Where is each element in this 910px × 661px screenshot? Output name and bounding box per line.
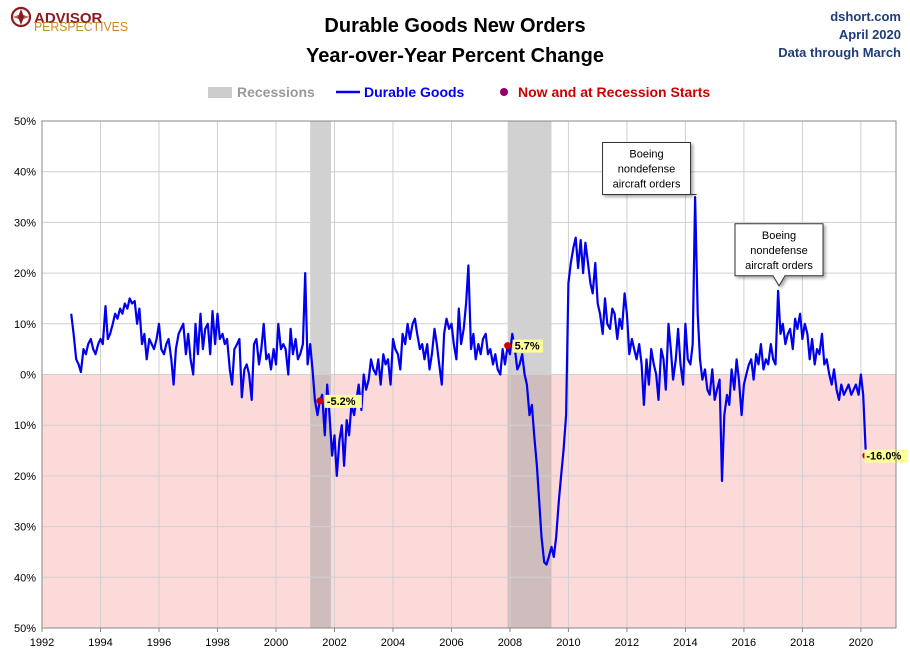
- logo-line2: PERSPECTIVES: [34, 19, 128, 34]
- source-date: April 2020: [839, 27, 901, 42]
- legend-recession-swatch: [208, 87, 232, 98]
- x-tick-label: 1994: [88, 637, 112, 649]
- marker-label-background: [324, 394, 362, 408]
- legend-recessions-label: Recessions: [237, 84, 315, 100]
- source-site: dshort.com: [830, 9, 901, 24]
- logo-icon: [10, 6, 32, 28]
- x-tick-label: 2004: [381, 637, 405, 649]
- x-tick-label: 2018: [790, 637, 814, 649]
- series-line-durable-goods: [70, 196, 867, 566]
- series-layer: [70, 196, 867, 566]
- annotation-text-line: aircraft orders: [613, 179, 681, 191]
- marker-label-background: [864, 449, 908, 463]
- marker-label-background: [512, 339, 544, 353]
- plot-border: [41, 120, 897, 629]
- legend: Recessions Durable Goods Now and at Rece…: [208, 84, 710, 100]
- y-tick-label: 10%: [14, 420, 36, 432]
- annotation-callout-1: Boeing nondefense aircraft orders: [602, 142, 697, 196]
- marker-label: -5.2%: [327, 396, 356, 408]
- y-tick-label: 50%: [14, 116, 36, 128]
- x-tick-label: 2020: [849, 637, 873, 649]
- x-tick-label: 1996: [147, 637, 171, 649]
- y-tick-label: 40%: [14, 572, 36, 584]
- y-tick-label: 30%: [14, 217, 36, 229]
- annotation-text-line: aircraft orders: [745, 260, 813, 272]
- x-tick-label: 2006: [439, 637, 463, 649]
- logo-line1: ADVISOR: [34, 10, 103, 27]
- plot-negative-area: [42, 374, 896, 628]
- legend-marker-swatch: [500, 88, 508, 96]
- y-tick-label: 0%: [20, 370, 36, 382]
- y-tick-label: 20%: [14, 471, 36, 483]
- source-coverage: Data through March: [778, 45, 901, 60]
- annotation-callout-2: Boeing nondefense aircraft orders: [734, 223, 824, 287]
- x-tick-label: 1992: [30, 637, 54, 649]
- x-tick-label: 2008: [498, 637, 522, 649]
- logo: ADVISOR PERSPECTIVES: [10, 6, 128, 34]
- x-tick-label: 2000: [264, 637, 288, 649]
- grid-lines: [41, 120, 896, 629]
- annotation-text-line: Boeing: [629, 149, 663, 161]
- annotation-text-line: nondefense: [750, 245, 808, 257]
- x-tick-label: 2014: [673, 637, 697, 649]
- y-tick-label: 40%: [14, 167, 36, 179]
- annotation-text-line: nondefense: [618, 164, 676, 176]
- marker-label: -16.0%: [866, 451, 901, 463]
- recession-start-markers: -5.2% 5.7% -16.0%: [316, 339, 908, 463]
- legend-series-label: Durable Goods: [364, 84, 465, 100]
- annotation-text-line: Boeing: [762, 230, 796, 242]
- y-tick-label: 20%: [14, 268, 36, 280]
- marker-point: [316, 397, 324, 405]
- chart-subtitle: Year-over-Year Percent Change: [306, 45, 604, 67]
- x-tick-label: 1998: [205, 637, 229, 649]
- chart-title: Durable Goods New Orders: [324, 15, 585, 37]
- marker-label: 5.7%: [515, 341, 540, 353]
- y-tick-label: 50%: [14, 623, 36, 635]
- annotation-box: [602, 142, 697, 196]
- y-tick-label: 30%: [14, 522, 36, 534]
- x-tick-label: 2016: [732, 637, 756, 649]
- marker-point: [504, 342, 512, 350]
- annotation-box: [734, 223, 824, 287]
- x-tick-label: 2012: [615, 637, 639, 649]
- x-tick-label: 2010: [556, 637, 580, 649]
- x-tick-label: 2002: [322, 637, 346, 649]
- annotations: Boeing nondefense aircraft orders Boeing non…: [602, 142, 824, 287]
- y-tick-label: 10%: [14, 319, 36, 331]
- legend-markers-label: Now and at Recession Starts: [518, 84, 710, 100]
- axes: 50% 40% 30% 20% 10% 0% 10% 20% 30% 40% 50% 1992 1994…: [14, 116, 897, 649]
